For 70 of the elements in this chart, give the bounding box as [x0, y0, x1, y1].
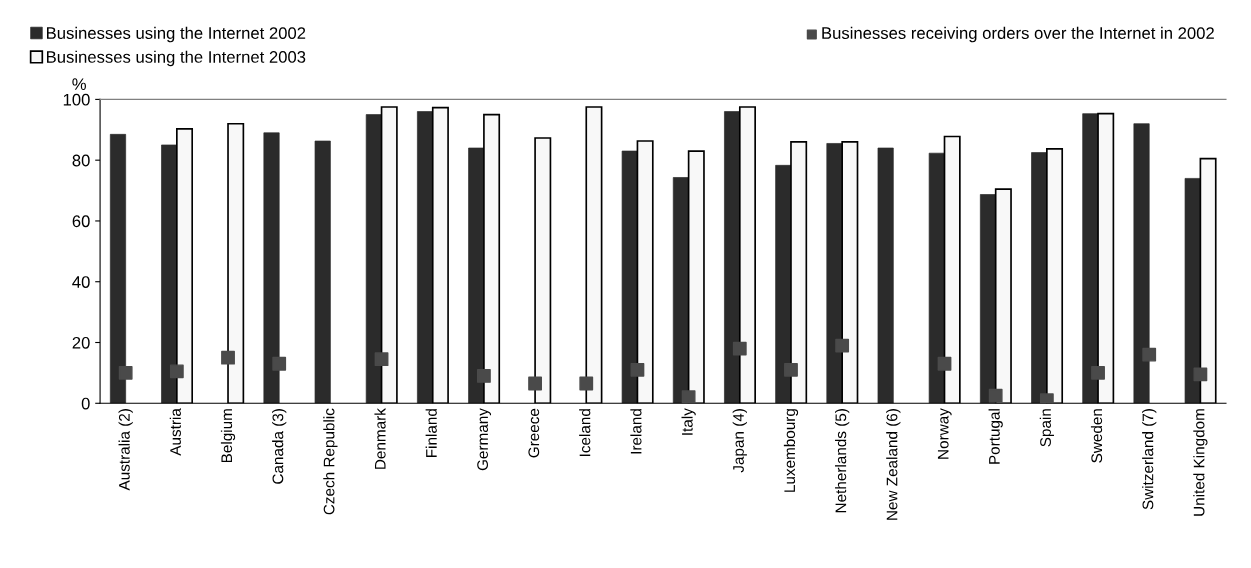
point	[118, 365, 133, 380]
point	[1193, 367, 1208, 382]
bar	[1133, 123, 1150, 404]
bar	[775, 164, 792, 404]
x-tick-label: Greece	[528, 408, 540, 458]
bar	[314, 140, 331, 404]
y-tick-label: 40	[72, 276, 90, 288]
legend-label: Businesses using the Internet 2002	[47, 26, 306, 43]
point	[835, 338, 850, 353]
x-tick-label: Sweden	[1090, 409, 1103, 463]
legend-label: Businesses using the Internet 2003	[47, 50, 306, 67]
y-axis-title: %	[72, 78, 86, 90]
x-tick-label: Ireland	[630, 409, 642, 454]
bar	[161, 144, 178, 404]
x-tick-label: Portugal	[988, 409, 1003, 464]
legend-label: Businesses receiving orders over the Internet in 2002	[822, 26, 1214, 43]
bar	[468, 147, 485, 404]
point	[374, 352, 389, 367]
bar	[979, 194, 997, 404]
x-tick-label: Norway	[937, 408, 952, 459]
x-tick-label: Belgium	[220, 409, 236, 463]
y-tick-label: 80	[72, 154, 90, 167]
bar	[109, 134, 127, 404]
x-tick-label: Iceland	[579, 409, 591, 456]
point	[579, 376, 594, 391]
bar	[365, 114, 382, 404]
bar	[1031, 152, 1048, 404]
x-tick-label: United Kingdom	[1193, 409, 1208, 516]
x-tick-label: New Zealand (6)	[886, 409, 901, 520]
point	[477, 369, 491, 383]
x-tick-label: Luxembourg	[783, 409, 799, 492]
x-tick-label: Austria	[169, 408, 181, 456]
point	[937, 356, 952, 371]
x-tick-label: Spain	[1039, 409, 1054, 447]
bar	[1082, 113, 1099, 404]
x-tick-label: Netherlands (5)	[835, 409, 850, 513]
point	[988, 388, 1003, 403]
bar	[1184, 178, 1201, 404]
x-tick-label: Finland	[425, 409, 437, 457]
x-tick-label: Italy	[681, 408, 696, 435]
y-tick-label: 0	[81, 397, 90, 410]
bar	[621, 150, 638, 404]
y-tick-label: 60	[72, 215, 90, 228]
x-tick-label: Czech Republic	[323, 408, 338, 515]
x-tick-label: Canada (3)	[272, 409, 287, 484]
point	[221, 350, 235, 365]
bar	[826, 143, 843, 404]
bar	[417, 111, 434, 404]
point	[630, 362, 645, 377]
point	[784, 362, 798, 377]
x-tick-label: Germany	[477, 408, 492, 471]
y-tick-label: 20	[72, 336, 90, 349]
point	[681, 390, 696, 404]
x-tick-label: Japan (4)	[732, 409, 747, 473]
x-tick-label: Australia (2)	[118, 409, 133, 491]
x-tick-label: Switzerland (7)	[1142, 409, 1157, 510]
point	[272, 356, 287, 371]
point	[528, 376, 542, 391]
x-tick-label: Denmark	[374, 408, 386, 469]
point	[1091, 365, 1105, 380]
point	[1039, 393, 1054, 404]
bar	[724, 111, 741, 404]
point	[732, 341, 747, 356]
bar	[877, 147, 894, 404]
point	[169, 364, 184, 379]
y-tick-label: 100	[63, 93, 90, 106]
bar	[263, 132, 280, 404]
bar	[672, 177, 689, 404]
bar	[928, 152, 945, 404]
point	[1142, 347, 1157, 362]
